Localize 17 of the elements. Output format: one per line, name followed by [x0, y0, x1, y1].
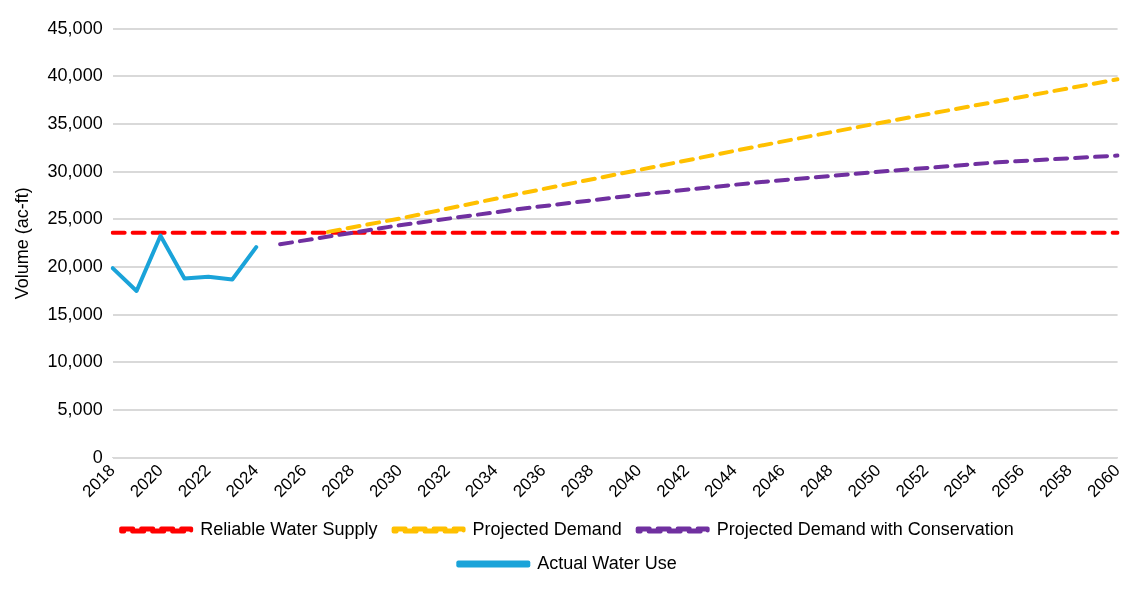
line-series: [278, 153, 1120, 247]
y-tick-label: 25,000: [47, 208, 103, 229]
y-tick-label: 15,000: [47, 303, 103, 324]
line-series: [326, 77, 1120, 234]
y-tick-label: 45,000: [47, 17, 103, 38]
y-tick-label: 40,000: [47, 65, 103, 86]
legend-label: Actual Water Use: [537, 552, 677, 573]
legend-label: Projected Demand: [472, 518, 622, 539]
y-tick-label: 5,000: [57, 399, 103, 420]
y-tick-label: 0: [92, 446, 103, 467]
y-tick-label: 10,000: [47, 351, 103, 372]
legend-label: Projected Demand with Conservation: [716, 518, 1014, 539]
y-tick-label: 30,000: [47, 160, 103, 181]
y-tick-label: 20,000: [47, 256, 103, 277]
y-tick-label: 35,000: [47, 113, 103, 134]
legend-label: Reliable Water Supply: [200, 518, 378, 539]
y-axis-title: Volume (ac-ft): [11, 187, 32, 300]
